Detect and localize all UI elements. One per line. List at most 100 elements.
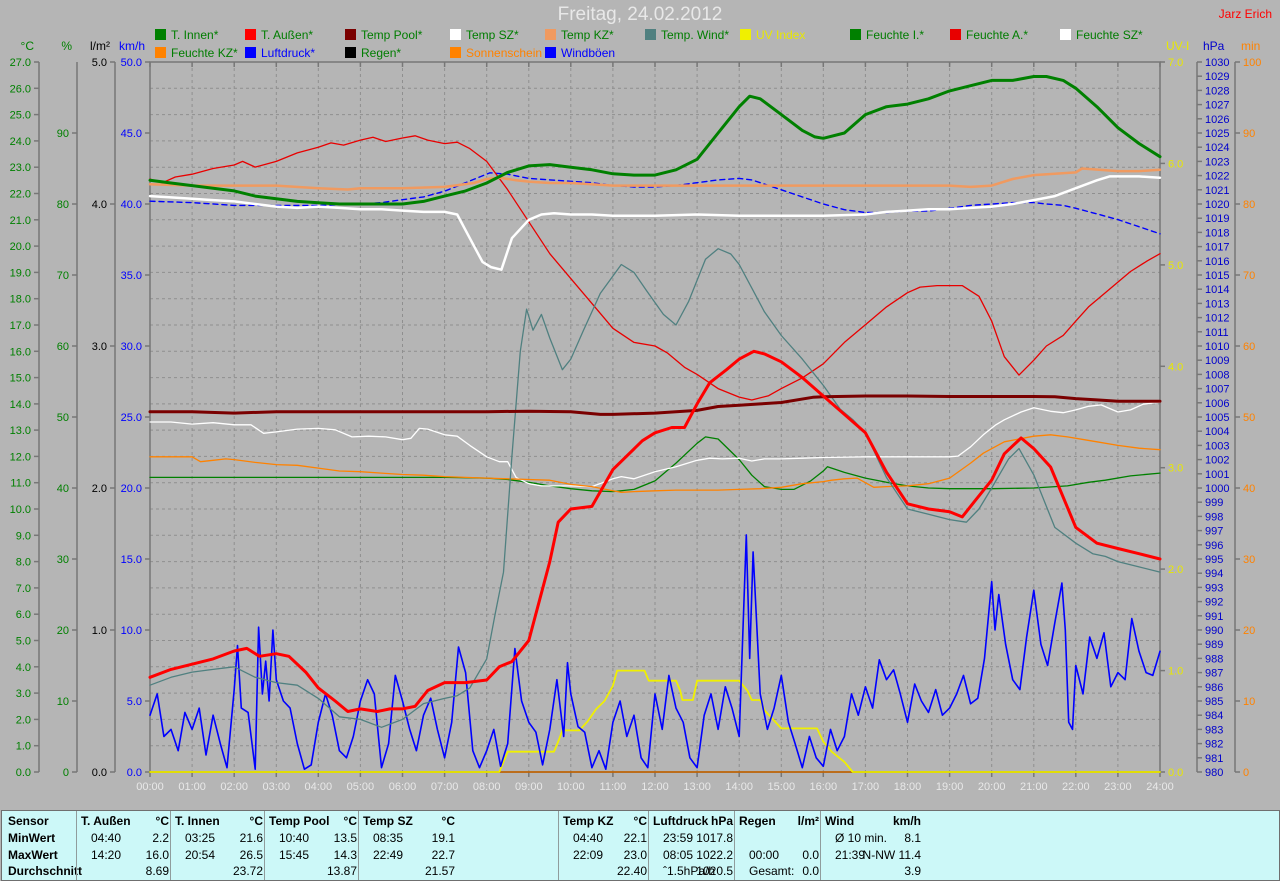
row-header: MaxWert <box>8 848 58 862</box>
svg-text:1028: 1028 <box>1205 85 1229 97</box>
svg-text:30.0: 30.0 <box>121 341 142 353</box>
svg-text:%: % <box>61 39 72 53</box>
legend-item-temp-pool-[interactable]: Temp Pool* <box>345 28 422 42</box>
svg-text:01:00: 01:00 <box>178 781 206 793</box>
svg-text:982: 982 <box>1205 739 1223 751</box>
legend-label: Temp SZ* <box>466 28 519 42</box>
svg-text:07:00: 07:00 <box>431 781 459 793</box>
svg-text:20: 20 <box>57 625 69 637</box>
svg-text:983: 983 <box>1205 724 1223 736</box>
svg-text:5.0: 5.0 <box>92 57 107 69</box>
svg-text:04:00: 04:00 <box>305 781 333 793</box>
stat-cell: 22.40 <box>616 864 647 878</box>
svg-text:10: 10 <box>1243 696 1255 708</box>
svg-text:988: 988 <box>1205 653 1223 665</box>
legend-item-luftdruck-[interactable]: Luftdruck* <box>245 46 315 60</box>
svg-text:4.0: 4.0 <box>16 662 31 674</box>
svg-text:1025: 1025 <box>1205 128 1229 140</box>
legend-label: Sonnenschein <box>466 46 543 60</box>
weather-chart: 00:00 01:00 02:00 03:00 04:00 05:00 06:00 07:00… <box>10 39 1262 793</box>
legend-swatch-icon <box>740 29 751 40</box>
legend-item-feuchte-a-[interactable]: Feuchte A.* <box>950 28 1028 42</box>
svg-text:30: 30 <box>57 554 69 566</box>
legend-label: Temp KZ* <box>561 28 614 42</box>
svg-text:1024: 1024 <box>1205 142 1229 154</box>
legend-item-feuchte-sz-[interactable]: Feuchte SZ* <box>1060 28 1143 42</box>
column-separator <box>558 811 559 880</box>
svg-text:4.0: 4.0 <box>92 199 107 211</box>
svg-text:987: 987 <box>1205 668 1223 680</box>
svg-text:50: 50 <box>57 412 69 424</box>
svg-text:70: 70 <box>1243 270 1255 282</box>
svg-text:1000: 1000 <box>1205 483 1229 495</box>
svg-text:997: 997 <box>1205 526 1223 538</box>
svg-text:30: 30 <box>1243 554 1255 566</box>
svg-text:989: 989 <box>1205 639 1223 651</box>
chart-canvas: 00:00 01:00 02:00 03:00 04:00 05:00 06:00 07:00… <box>10 39 1262 793</box>
series-t-au-en <box>148 349 1162 713</box>
svg-text:6.0: 6.0 <box>16 609 31 621</box>
svg-text:2.0: 2.0 <box>1168 564 1183 576</box>
svg-text:13:00: 13:00 <box>683 781 711 793</box>
legend-item-uv-index[interactable]: UV Index <box>740 28 805 42</box>
svg-text:980: 980 <box>1205 767 1223 779</box>
svg-text:19:00: 19:00 <box>936 781 964 793</box>
svg-text:1009: 1009 <box>1205 355 1229 367</box>
svg-text:10: 10 <box>57 696 69 708</box>
series-temp-sz <box>148 175 1162 271</box>
legend-item-t-innen-[interactable]: T. Innen* <box>155 28 218 42</box>
watermark-author: Jarz Erich <box>1218 7 1272 21</box>
svg-text:1.0: 1.0 <box>92 625 107 637</box>
svg-text:26.0: 26.0 <box>10 83 31 95</box>
svg-text:20:00: 20:00 <box>978 781 1006 793</box>
svg-text:1007: 1007 <box>1205 384 1229 396</box>
svg-text:11:00: 11:00 <box>600 781 627 793</box>
stat-cell: 03:25 21.6 <box>185 831 263 845</box>
legend-item-regen-[interactable]: Regen* <box>345 46 401 60</box>
svg-text:3.0: 3.0 <box>92 341 107 353</box>
legend-item-temp-wind-[interactable]: Temp. Wind* <box>645 28 729 42</box>
legend-item-feuchte-kz-[interactable]: Feuchte KZ* <box>155 46 238 60</box>
svg-text:1016: 1016 <box>1205 256 1229 268</box>
legend-item-feuchte-i-[interactable]: Feuchte I.* <box>850 28 924 42</box>
legend-swatch-icon <box>645 29 656 40</box>
series-t-innen <box>148 75 1162 206</box>
series-temp-pool <box>148 394 1162 416</box>
legend-label: T. Innen* <box>171 28 219 42</box>
col-header: Temp KZ °C <box>563 814 647 828</box>
svg-text:1023: 1023 <box>1205 156 1229 168</box>
legend-item-sonnenschein[interactable]: Sonnenschein <box>450 46 542 60</box>
svg-text:90: 90 <box>1243 128 1255 140</box>
svg-text:10:00: 10:00 <box>557 781 585 793</box>
svg-text:9.0: 9.0 <box>16 530 31 542</box>
svg-text:1014: 1014 <box>1205 284 1229 296</box>
svg-text:0.0: 0.0 <box>92 767 107 779</box>
legend-item-t-au-en-[interactable]: T. Außen* <box>245 28 313 42</box>
legend-swatch-icon <box>155 47 166 58</box>
svg-text:1005: 1005 <box>1205 412 1229 424</box>
svg-text:0.0: 0.0 <box>127 767 142 779</box>
svg-text:14:00: 14:00 <box>725 781 753 793</box>
svg-text:23.0: 23.0 <box>10 162 31 174</box>
svg-text:999: 999 <box>1205 497 1223 509</box>
svg-text:13.0: 13.0 <box>10 425 31 437</box>
row-header: Sensor <box>8 814 49 828</box>
svg-text:1006: 1006 <box>1205 398 1229 410</box>
legend-label: Regen* <box>361 46 402 60</box>
stat-cell: 23.72 <box>232 864 263 878</box>
stat-cell: 21.57 <box>424 864 455 878</box>
legend-item-temp-kz-[interactable]: Temp KZ* <box>545 28 614 42</box>
svg-text:0.0: 0.0 <box>16 767 31 779</box>
stat-cell: ˆ1.5hPa/h 1020.5 <box>663 864 733 878</box>
legend-item-temp-sz-[interactable]: Temp SZ* <box>450 28 519 42</box>
svg-text:15:00: 15:00 <box>768 781 796 793</box>
svg-text:min: min <box>1241 39 1260 53</box>
svg-text:2.0: 2.0 <box>92 483 107 495</box>
stat-cell: 04:40 22.1 <box>573 831 647 845</box>
svg-text:1015: 1015 <box>1205 270 1229 282</box>
svg-text:1027: 1027 <box>1205 100 1229 112</box>
svg-text:1.0: 1.0 <box>16 741 31 753</box>
legend-item-windb-en[interactable]: Windböen <box>545 46 615 60</box>
svg-text:25.0: 25.0 <box>121 412 142 424</box>
svg-text:23:00: 23:00 <box>1104 781 1132 793</box>
